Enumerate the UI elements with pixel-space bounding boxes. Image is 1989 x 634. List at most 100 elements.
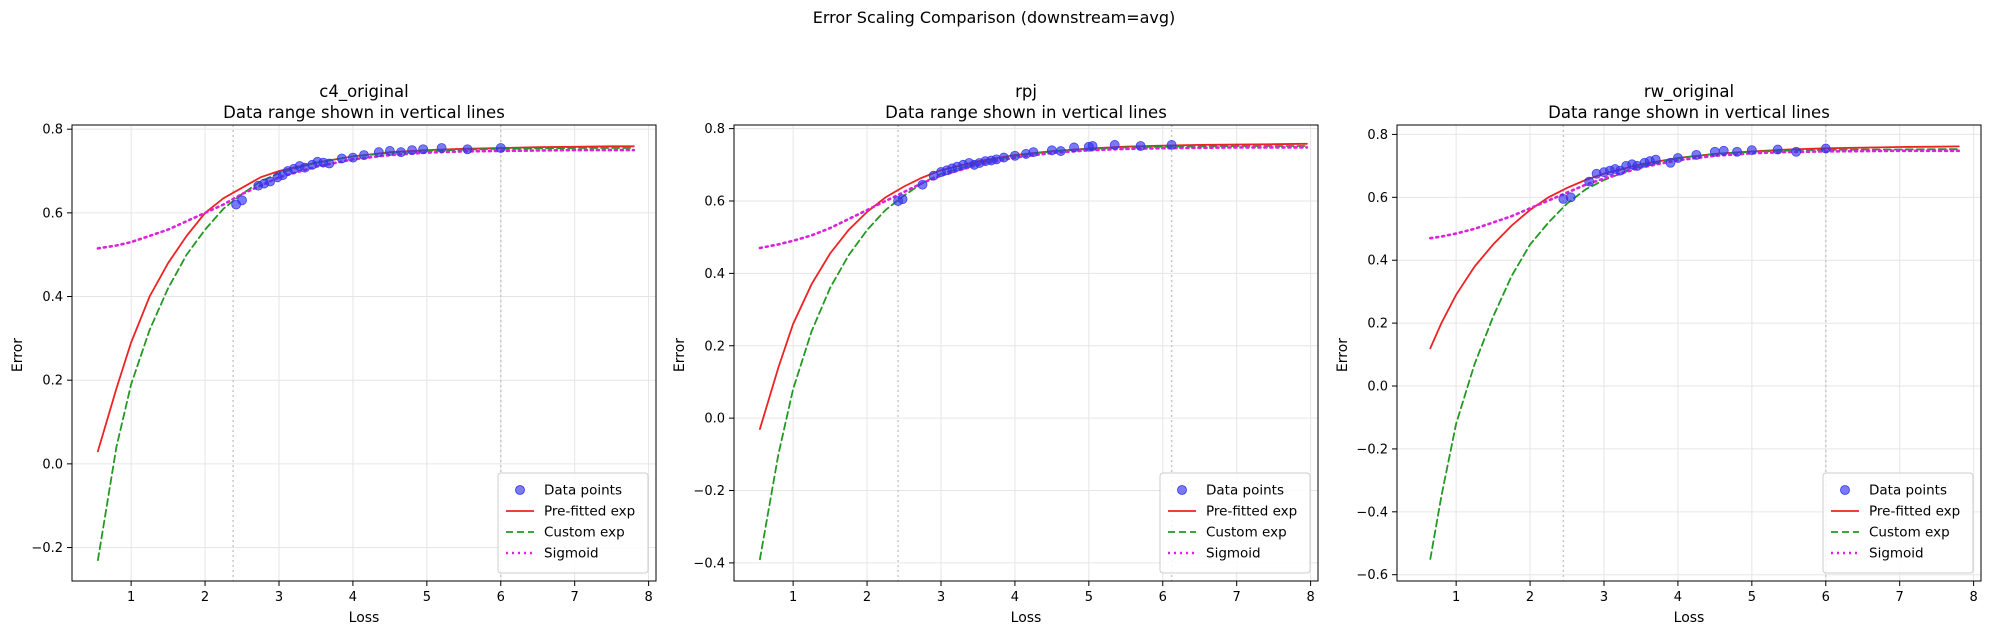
x-tick-label: 3 (1600, 590, 1608, 605)
series-sigmoid-line (758, 146, 1309, 250)
x-tick-label: 3 (275, 590, 283, 605)
legend-marker (1840, 485, 1850, 495)
data-point (324, 158, 335, 169)
x-tick-label: 8 (644, 590, 652, 605)
data-point (1732, 146, 1742, 157)
y-tick-label: 0.8 (42, 123, 63, 138)
y-tick-label: −0.4 (1356, 505, 1388, 520)
y-tick-label: 0.2 (42, 374, 63, 389)
y-tick-label: 0.6 (704, 195, 725, 210)
y-tick-label: 0.8 (1367, 128, 1388, 143)
data-point (897, 194, 908, 205)
panel-rpj: rpj Data range shown in vertical lines L… (672, 82, 1319, 626)
data-point (384, 146, 395, 156)
data-point (336, 153, 347, 164)
data-point (1718, 145, 1729, 156)
data-point (917, 179, 928, 190)
series-pre-fitted-exp-line (1429, 145, 1960, 350)
figure-suptitle: Error Scaling Comparison (downstream=avg… (813, 8, 1176, 27)
legend-label: Custom exp (544, 525, 625, 541)
y-axis-label: Error (1335, 338, 1351, 372)
x-axis-label: Loss (349, 610, 380, 626)
legend-marker (1177, 485, 1187, 495)
y-axis-label: Error (10, 338, 26, 372)
series-sigmoid-line (96, 148, 636, 250)
data-point (1028, 147, 1039, 158)
x-tick-label: 4 (349, 590, 357, 605)
data-point (1109, 140, 1120, 150)
data-point (407, 145, 417, 156)
panel-title: c4_original (319, 82, 409, 102)
x-tick-label: 7 (1233, 590, 1241, 605)
grid (734, 125, 1318, 581)
legend-label: Pre-fitted exp (544, 504, 635, 520)
x-tick-label: 4 (1011, 590, 1019, 605)
axes-frame (733, 124, 1319, 582)
x-tick-label: 3 (937, 590, 945, 605)
series-pre-fitted-exp-line (97, 145, 635, 453)
data-point (418, 144, 429, 155)
y-tick-label: 0.4 (1367, 254, 1388, 269)
x-tick-label: 2 (1526, 590, 1534, 605)
data-point (1010, 150, 1020, 161)
x-tick-label: 1 (1452, 590, 1460, 605)
y-tick-label: 0.0 (1367, 380, 1388, 395)
data-point (1673, 153, 1683, 163)
legend-label: Data points (1206, 483, 1284, 499)
data-point (265, 176, 276, 187)
legend-label: Sigmoid (1869, 546, 1924, 562)
data-point (1046, 145, 1057, 156)
panel-c4-original: c4_original Data range shown in vertical… (10, 82, 657, 626)
grid (1397, 125, 1981, 581)
panel-title: rpj (1015, 82, 1037, 101)
y-tick-label: 0.8 (704, 122, 725, 137)
x-tick-label: 5 (1748, 590, 1756, 605)
legend-label: Pre-fitted exp (1869, 504, 1960, 520)
y-tick-label: −0.4 (693, 556, 725, 571)
legend-label: Custom exp (1206, 525, 1287, 541)
y-tick-label: 0.0 (704, 412, 725, 427)
data-point (1584, 176, 1595, 187)
series-pre-fitted-exp-line (759, 142, 1308, 430)
panel-subtitle: Data range shown in vertical lines (885, 103, 1167, 122)
data-point (1069, 142, 1079, 153)
x-tick-label: 2 (201, 590, 209, 605)
data-point (1565, 192, 1576, 203)
legend-label: Custom exp (1869, 525, 1950, 541)
y-tick-label: −0.2 (1356, 442, 1388, 457)
y-axis-label: Error (672, 338, 688, 372)
y-tick-label: 0.2 (1367, 317, 1388, 332)
data-point (373, 147, 384, 158)
legend: Data points Pre-fitted exp Custom exp Sigmo… (1159, 472, 1311, 574)
legend-label: Sigmoid (1206, 546, 1261, 562)
y-tick-label: 0.0 (42, 457, 63, 472)
panel-title: rw_original (1644, 82, 1734, 102)
y-tick-label: 0.6 (1367, 191, 1388, 206)
legend-label: Pre-fitted exp (1206, 504, 1297, 520)
legend-box (1159, 472, 1311, 574)
x-tick-label: 6 (1159, 590, 1167, 605)
panel-subtitle: Data range shown in vertical lines (1548, 103, 1830, 122)
y-tick-label: −0.2 (693, 484, 725, 499)
data-point (359, 150, 369, 161)
x-tick-label: 6 (1822, 590, 1830, 605)
x-tick-label: 8 (1306, 590, 1314, 605)
x-tick-label: 5 (423, 590, 431, 605)
data-point (396, 147, 406, 158)
legend: Data points Pre-fitted exp Custom exp Sigmo… (1822, 472, 1974, 574)
data-point (1709, 146, 1720, 157)
data-point (1691, 149, 1702, 160)
x-tick-label: 1 (789, 590, 797, 605)
x-axis-label: Loss (1674, 610, 1705, 626)
y-tick-label: 0.2 (704, 339, 725, 354)
y-tick-label: 0.6 (42, 206, 63, 221)
data-point (1166, 140, 1177, 150)
y-tick-label: −0.2 (31, 541, 63, 556)
axes-frame (1396, 124, 1982, 582)
x-tick-label: 4 (1674, 590, 1682, 605)
y-tick-label: 0.4 (42, 290, 63, 305)
x-tick-label: 7 (1896, 590, 1904, 605)
data-point (436, 143, 447, 153)
series-custom-exp-line (1429, 148, 1960, 560)
